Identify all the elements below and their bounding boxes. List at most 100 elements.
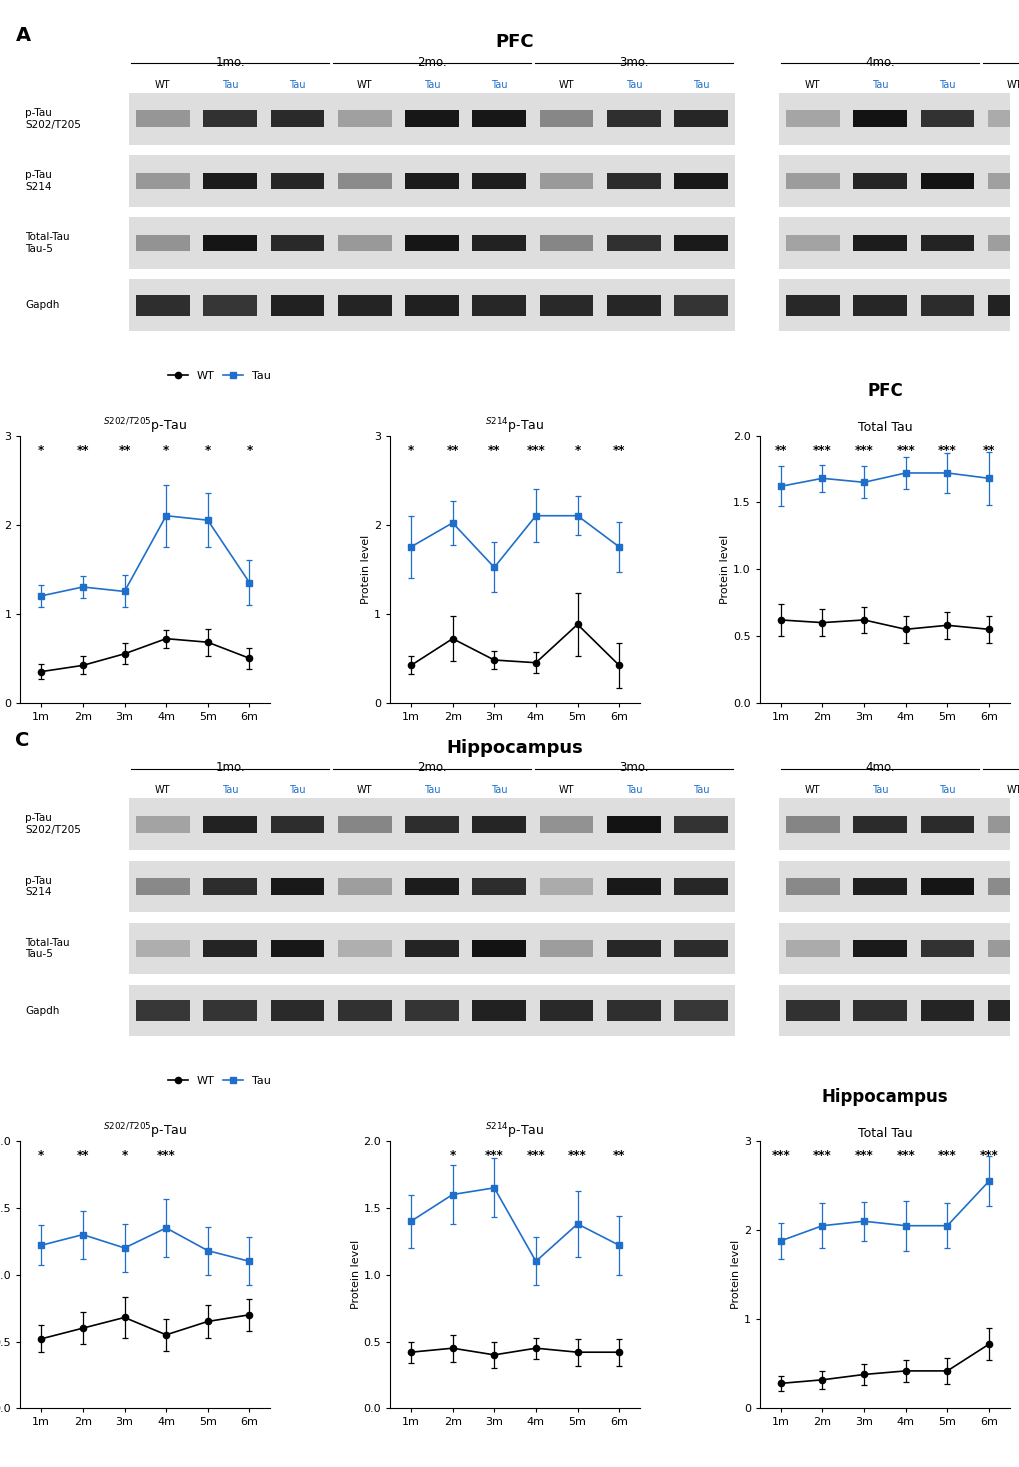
Bar	[532, 798, 734, 849]
Text: WT: WT	[558, 785, 574, 795]
Text: Tau: Tau	[692, 79, 708, 89]
Bar	[472, 295, 526, 315]
Text: Tau: Tau	[871, 785, 888, 795]
Text: *: *	[163, 443, 169, 456]
Text: Tau: Tau	[222, 785, 238, 795]
Text: ***: ***	[896, 443, 914, 456]
Bar	[674, 110, 728, 128]
Bar	[136, 235, 190, 251]
Bar	[786, 879, 839, 895]
Bar	[674, 173, 728, 189]
Bar	[472, 235, 526, 251]
Bar	[786, 295, 839, 315]
Text: 4mo.: 4mo.	[864, 56, 894, 69]
Bar	[331, 92, 532, 145]
Bar	[532, 279, 734, 332]
Text: Tau: Tau	[423, 785, 440, 795]
Bar	[136, 173, 190, 189]
Text: Tau: Tau	[871, 79, 888, 89]
Bar	[472, 940, 526, 956]
Y-axis label: Protein level: Protein level	[351, 1240, 361, 1310]
Text: ***: ***	[937, 1149, 956, 1162]
Text: WT: WT	[357, 79, 372, 89]
Bar	[203, 235, 257, 251]
Bar	[532, 92, 734, 145]
Text: Tau: Tau	[625, 785, 641, 795]
Bar	[337, 295, 391, 315]
Bar	[986, 879, 1019, 895]
Text: ***: ***	[937, 443, 956, 456]
Bar	[270, 816, 324, 833]
Text: WT: WT	[804, 785, 820, 795]
Bar	[405, 940, 459, 956]
Text: p-Tau
S214: p-Tau S214	[25, 170, 52, 192]
Bar	[203, 879, 257, 895]
Bar	[853, 940, 906, 956]
Bar	[129, 798, 331, 849]
Bar	[986, 110, 1019, 128]
Bar	[853, 235, 906, 251]
Text: Tau: Tau	[625, 79, 641, 89]
Bar	[129, 92, 331, 145]
Text: Tau: Tau	[423, 79, 440, 89]
Bar	[129, 984, 331, 1036]
Text: Tau: Tau	[490, 79, 507, 89]
Bar	[203, 1000, 257, 1021]
Text: *: *	[121, 1149, 127, 1162]
Text: 1mo.: 1mo.	[215, 56, 245, 69]
Bar	[539, 1000, 593, 1021]
Text: ***: ***	[484, 1149, 503, 1162]
Y-axis label: Protein level: Protein level	[731, 1240, 740, 1310]
Bar	[786, 235, 839, 251]
Bar	[779, 156, 980, 207]
Legend: WT, Tau: WT, Tau	[163, 367, 275, 386]
Bar	[920, 879, 973, 895]
Bar	[331, 923, 532, 974]
Bar	[331, 156, 532, 207]
Text: Tau: Tau	[222, 79, 238, 89]
Text: *: *	[574, 443, 580, 456]
Bar	[129, 861, 331, 912]
Text: Tau: Tau	[289, 79, 306, 89]
Bar	[203, 816, 257, 833]
Text: Total-Tau
Tau-5: Total-Tau Tau-5	[25, 937, 70, 959]
Text: ***: ***	[526, 1149, 545, 1162]
Bar	[920, 295, 973, 315]
Bar	[986, 1000, 1019, 1021]
Bar	[337, 173, 391, 189]
Bar	[270, 173, 324, 189]
Bar	[203, 295, 257, 315]
Text: WT: WT	[558, 79, 574, 89]
Bar	[986, 816, 1019, 833]
Bar	[980, 984, 1019, 1036]
Bar	[136, 110, 190, 128]
Bar	[920, 816, 973, 833]
Title: $^{S202/T205}$p-Tau: $^{S202/T205}$p-Tau	[103, 417, 187, 436]
Bar	[853, 295, 906, 315]
Text: WT: WT	[357, 785, 372, 795]
Bar	[920, 110, 973, 128]
Bar	[853, 879, 906, 895]
Bar	[331, 217, 532, 268]
Text: WT: WT	[155, 785, 170, 795]
Bar	[136, 816, 190, 833]
Bar	[532, 861, 734, 912]
Bar	[779, 984, 980, 1036]
Bar	[532, 217, 734, 268]
Bar	[606, 110, 660, 128]
Bar	[606, 295, 660, 315]
Text: ***: ***	[854, 1149, 872, 1162]
Bar	[539, 940, 593, 956]
Text: **: **	[76, 1149, 89, 1162]
Text: ***: ***	[978, 1149, 998, 1162]
Bar	[980, 279, 1019, 332]
Bar	[786, 940, 839, 956]
Bar	[270, 110, 324, 128]
Bar	[136, 879, 190, 895]
Text: A: A	[15, 25, 31, 44]
Bar	[786, 173, 839, 189]
Bar	[779, 217, 980, 268]
Legend: WT, Tau: WT, Tau	[163, 1072, 275, 1090]
Bar	[405, 110, 459, 128]
Bar	[980, 156, 1019, 207]
